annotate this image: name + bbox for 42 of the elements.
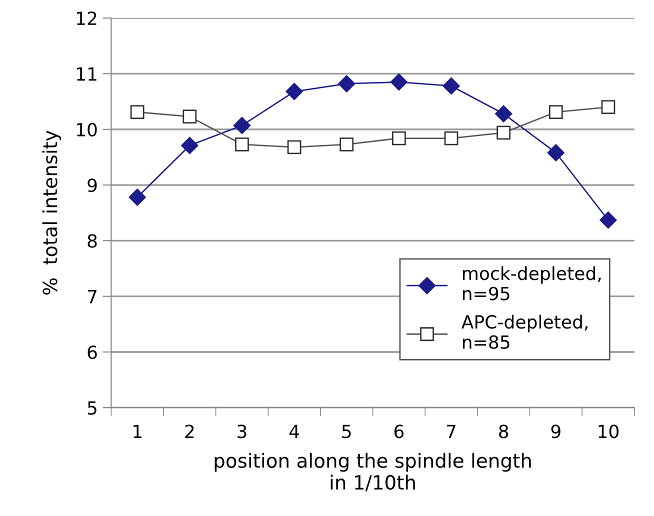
y-tick-label: 10 xyxy=(76,122,97,136)
point xyxy=(286,82,303,100)
point xyxy=(392,131,406,146)
y-tick-label: 7 xyxy=(88,290,96,304)
point xyxy=(233,116,251,134)
x-tick-label: 3 xyxy=(238,424,246,438)
x-tick-label: 6 xyxy=(394,424,404,438)
y-tick-label: 6 xyxy=(88,345,97,360)
x-tick-label: 9 xyxy=(551,424,560,438)
point xyxy=(235,137,249,152)
point xyxy=(547,144,564,162)
point xyxy=(340,137,354,152)
point xyxy=(601,100,616,114)
x-tick-label: 4 xyxy=(289,424,300,438)
point xyxy=(130,105,144,120)
y-tick-label: 9 xyxy=(88,178,97,192)
point xyxy=(600,212,617,229)
x-axis-title: position along the spindle length in 1/10th xyxy=(214,452,531,492)
point xyxy=(390,74,408,91)
y-tick-label: 8 xyxy=(88,234,97,248)
point xyxy=(442,77,460,95)
point xyxy=(287,140,302,154)
point xyxy=(182,110,197,124)
y-axis-title: % total intensity xyxy=(42,130,62,295)
point xyxy=(338,75,356,92)
point xyxy=(444,131,458,146)
x-tick-label: 10 xyxy=(598,424,619,438)
x-tick-label: 7 xyxy=(446,424,456,438)
y-tick-label: 12 xyxy=(76,12,96,25)
point xyxy=(181,136,198,154)
point xyxy=(496,126,511,140)
y-tick-label: 5 xyxy=(88,401,96,415)
y-tick-label: 11 xyxy=(76,67,96,81)
x-tick-label: 2 xyxy=(185,424,194,438)
point xyxy=(495,105,512,122)
legend-label: mock-depleted, n=95 xyxy=(462,266,601,300)
point xyxy=(548,105,563,120)
x-tick-label: 5 xyxy=(342,424,351,438)
legend-label: APC-depleted, n=85 xyxy=(461,314,588,349)
x-tick-label: 1 xyxy=(134,424,142,438)
point xyxy=(128,188,146,206)
x-tick-label: 8 xyxy=(499,424,508,438)
